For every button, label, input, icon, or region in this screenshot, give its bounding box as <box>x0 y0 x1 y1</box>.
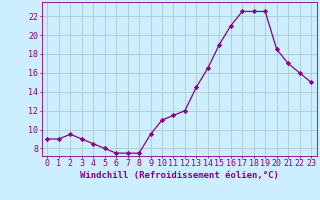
X-axis label: Windchill (Refroidissement éolien,°C): Windchill (Refroidissement éolien,°C) <box>80 171 279 180</box>
